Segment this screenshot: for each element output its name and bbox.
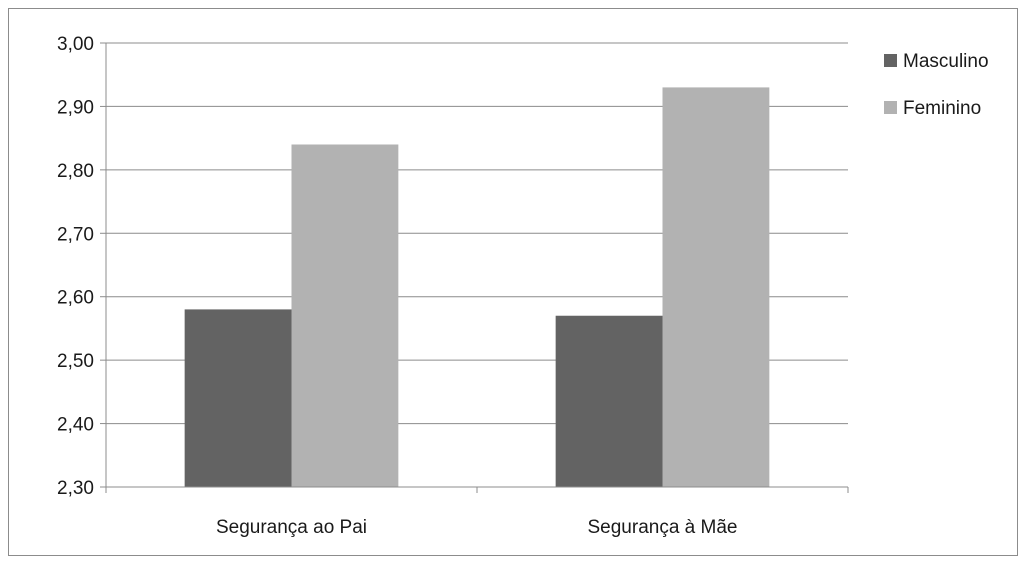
y-tick-label: 2,90 bbox=[57, 97, 94, 118]
x-axis-category-labels: Segurança ao Pai Segurança à Mãe bbox=[216, 517, 738, 538]
x-category-label: Segurança ao Pai bbox=[216, 517, 367, 538]
axes bbox=[100, 42, 849, 493]
y-tick-label: 2,30 bbox=[57, 478, 94, 499]
chart-frame bbox=[8, 8, 1018, 556]
bar-masculino-2 bbox=[555, 315, 663, 487]
bars bbox=[184, 87, 770, 488]
y-axis-tick-labels: 2,30 2,40 2,50 2,60 2,70 2,80 2,90 3,00 bbox=[57, 34, 94, 499]
x-category-label: Segurança à Mãe bbox=[588, 517, 738, 538]
legend-swatch-feminino bbox=[884, 101, 897, 114]
legend: Masculino Feminino bbox=[884, 51, 989, 119]
bar-masculino-1 bbox=[184, 309, 292, 487]
bar-feminino-2 bbox=[662, 87, 770, 488]
legend-swatch-masculino bbox=[884, 54, 897, 67]
legend-label-masculino: Masculino bbox=[903, 51, 989, 72]
legend-label-feminino: Feminino bbox=[903, 98, 981, 119]
y-tick-label: 2,50 bbox=[57, 351, 94, 372]
y-tick-label: 2,40 bbox=[57, 415, 94, 436]
y-tick-label: 2,60 bbox=[57, 288, 94, 309]
y-tick-label: 2,70 bbox=[57, 224, 94, 245]
y-tick-label: 2,80 bbox=[57, 161, 94, 182]
y-tick-label: 3,00 bbox=[57, 34, 94, 55]
bar-feminino-1 bbox=[291, 144, 399, 487]
